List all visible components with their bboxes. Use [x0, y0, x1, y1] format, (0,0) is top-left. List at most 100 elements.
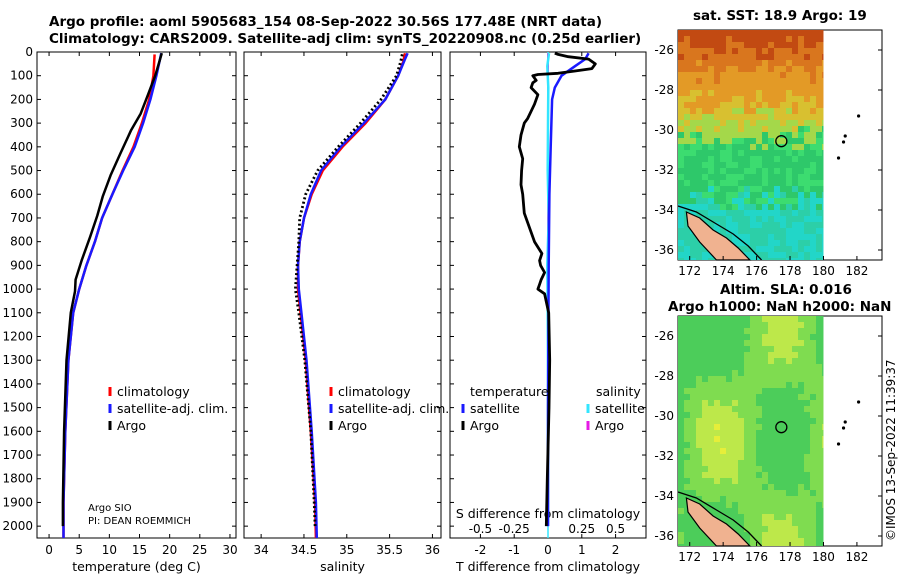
map-cell — [804, 240, 810, 246]
map-cell — [696, 316, 702, 322]
map-cell — [726, 108, 732, 114]
map-cell — [690, 358, 696, 364]
map-cell — [726, 418, 732, 424]
map-cell — [690, 72, 696, 78]
map-cell — [804, 400, 810, 406]
map-cell — [726, 358, 732, 364]
map-cell — [720, 108, 726, 114]
map-cell — [744, 108, 750, 114]
map-cell — [810, 352, 816, 358]
map-cell — [798, 42, 804, 48]
map-cell — [786, 48, 792, 54]
map-cell — [774, 454, 780, 460]
map-cell — [726, 412, 732, 418]
temperature-profile-axes-box — [36, 51, 237, 539]
map-cell — [738, 322, 744, 328]
map-cell — [804, 532, 810, 538]
map-cell — [810, 144, 816, 150]
map-cell — [738, 132, 744, 138]
x-tick-label: 10 — [102, 543, 117, 557]
map-cell — [774, 364, 780, 370]
map-cell — [780, 418, 786, 424]
map-cell — [810, 418, 816, 424]
legend-label: satellite — [470, 401, 520, 416]
map-cell — [780, 334, 786, 340]
map-cell — [810, 376, 816, 382]
map-cell — [786, 234, 792, 240]
map-cell — [816, 340, 822, 346]
map-cell — [762, 538, 768, 544]
map-cell — [816, 240, 822, 246]
map-cell — [684, 460, 690, 466]
map-cell — [684, 400, 690, 406]
map-cell — [732, 60, 738, 66]
map-cell — [786, 198, 792, 204]
map-cell — [732, 328, 738, 334]
map-cell — [810, 388, 816, 394]
map-cell — [756, 234, 762, 240]
map-cell — [690, 234, 696, 240]
map-cell — [774, 108, 780, 114]
map-cell — [720, 376, 726, 382]
map-cell — [756, 418, 762, 424]
map-cell — [732, 210, 738, 216]
map-cell — [684, 514, 690, 520]
map-cell — [762, 382, 768, 388]
map-cell — [762, 198, 768, 204]
map-cell — [696, 538, 702, 544]
map-cell — [768, 436, 774, 442]
map-cell — [774, 144, 780, 150]
map-cell — [822, 36, 824, 42]
map-cell — [696, 484, 702, 490]
map-cell — [762, 72, 768, 78]
map-cell — [732, 192, 738, 198]
map-cell — [762, 424, 768, 430]
map-cell — [732, 42, 738, 48]
map-cell — [822, 514, 824, 520]
map-cell — [762, 448, 768, 454]
map-cell — [768, 370, 774, 376]
map-cell — [726, 114, 732, 120]
map-cell — [714, 328, 720, 334]
x-tick-label: 20 — [162, 543, 177, 557]
map-cell — [816, 514, 822, 520]
map-cell — [780, 36, 786, 42]
map-cell — [822, 246, 824, 252]
map-cell — [696, 138, 702, 144]
map-cell — [714, 48, 720, 54]
map-cell — [750, 216, 756, 222]
map-cell — [690, 340, 696, 346]
map-cell — [708, 418, 714, 424]
map-cell — [750, 66, 756, 72]
map-cell — [810, 460, 816, 466]
map-cell — [798, 454, 804, 460]
map-cell — [726, 210, 732, 216]
map-cell — [756, 138, 762, 144]
map-cell — [690, 484, 696, 490]
map-cell — [768, 90, 774, 96]
map-cell — [780, 358, 786, 364]
map-cell — [792, 72, 798, 78]
map-cell — [780, 424, 786, 430]
map-cell — [792, 252, 798, 258]
map-cell — [738, 120, 744, 126]
map-cell — [786, 412, 792, 418]
map-cell — [726, 162, 732, 168]
map-cell — [786, 430, 792, 436]
map-cell — [768, 466, 774, 472]
map-cell — [774, 180, 780, 186]
map-cell — [744, 388, 750, 394]
map-cell — [690, 174, 696, 180]
map-cell — [792, 102, 798, 108]
map-cell — [708, 442, 714, 448]
map-cell — [786, 108, 792, 114]
map-cell — [714, 60, 720, 66]
map-cell — [720, 472, 726, 478]
map-cell — [726, 520, 732, 526]
map-cell — [822, 180, 824, 186]
map-cell — [810, 508, 816, 514]
map-cell — [708, 60, 714, 66]
y-tick-label: 900 — [10, 258, 33, 272]
map-cell — [810, 340, 816, 346]
